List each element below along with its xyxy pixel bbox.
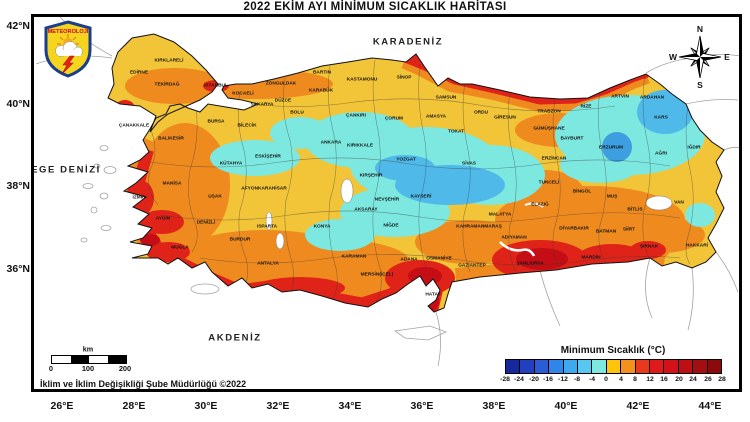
legend-color-cell: [664, 360, 679, 373]
legend-color-cell: [635, 360, 651, 373]
legend-tick: 28: [718, 375, 726, 383]
legend-color-cell: [707, 360, 722, 373]
blue-zones: [375, 90, 693, 205]
scalebar: [51, 355, 127, 364]
legend-color-cell: [592, 360, 607, 373]
scalebar-segment: [89, 356, 108, 363]
compass-south-label: S: [697, 80, 703, 90]
coastline: [107, 33, 725, 313]
province-borders: [148, 59, 694, 303]
scalebar-tick-labels: 0 100 200: [48, 365, 131, 375]
logo-text: METEOROLOJİ: [48, 28, 89, 35]
scalebar-segment: [107, 356, 126, 363]
neighbor-borders: [35, 17, 739, 367]
legend-tick: -24: [514, 375, 525, 383]
compass-west-label: W: [668, 52, 678, 62]
legend-tick: 0: [604, 375, 609, 383]
legend-color-cell: [693, 360, 708, 373]
legend-color-cell: [549, 360, 564, 373]
lightning-icon: [61, 55, 75, 75]
legend-tick: -8: [574, 375, 581, 383]
map-title: 2022 EKİM AYI MİNİMUM SICAKLIK HARİTASI: [243, 1, 507, 13]
scalebar-tick: 100: [81, 365, 95, 374]
legend-color-cell: [606, 360, 622, 373]
compass-east-label: E: [724, 52, 730, 62]
scalebar-segment: [70, 356, 89, 363]
cloud-icon: [55, 41, 83, 57]
legend-tick: 12: [645, 375, 654, 383]
legend-color-cell: [563, 360, 579, 373]
legend-tick: -12: [557, 375, 568, 383]
legend-tick-labels: -28 -24 -20 -16 -12 -8 -4 0 4 8 12 16 20 24 26 28: [500, 375, 726, 387]
legend-tick: -16: [543, 375, 554, 383]
sun-icon: [57, 34, 79, 45]
legend-color-cell: [650, 360, 665, 373]
legend-tick: 20: [674, 375, 683, 383]
legend-colorbar: [505, 359, 722, 374]
scalebar-segment: [52, 356, 71, 363]
legend-color-cell: [534, 360, 550, 373]
attribution-text: İklim ve İklim Değişikliği Şube Müdürlüğ…: [40, 379, 247, 389]
legend-tick: -4: [588, 375, 595, 383]
legend-tick: 4: [618, 375, 623, 383]
legend-tick: 8: [633, 375, 638, 383]
scalebar-tick: 200: [118, 365, 132, 374]
legend-color-cell: [506, 360, 521, 373]
scalebar-tick: 0: [48, 365, 54, 374]
legend-title: Minimum Sıcaklık (°C): [560, 345, 666, 356]
legend-color-cell: [578, 360, 593, 373]
compass-rose-icon: [678, 35, 722, 79]
legend-color-cell: [520, 360, 535, 373]
legend-tick: 24: [689, 375, 697, 383]
compass-north-label: N: [696, 24, 704, 34]
legend-color-cell: [621, 360, 636, 373]
legend-tick: -28: [500, 375, 510, 383]
legend-tick: 16: [660, 375, 668, 383]
legend-tick: -20: [528, 375, 539, 383]
legend-tick: 26: [703, 375, 712, 383]
scalebar-unit-label: km: [82, 345, 94, 353]
meteoroloji-logo-icon: METEOROLOJİ: [44, 20, 92, 78]
lakes: [265, 178, 673, 257]
legend-color-cell: [678, 360, 694, 373]
